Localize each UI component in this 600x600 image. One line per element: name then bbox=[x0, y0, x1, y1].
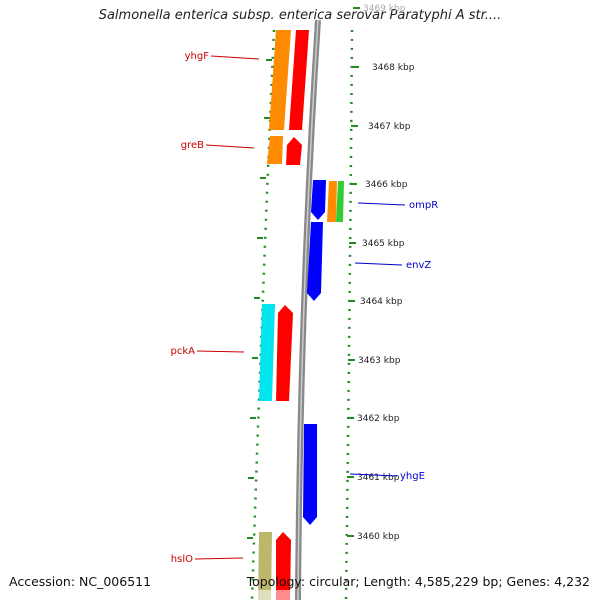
tick-label: 3465 kbp bbox=[362, 239, 405, 249]
gene-label-envZ: envZ bbox=[406, 260, 431, 271]
gene-ompR bbox=[311, 180, 326, 220]
gene-label-ompR: ompR bbox=[409, 200, 438, 211]
left-tick-marks bbox=[247, 59, 272, 539]
gene-label-yhgF: yhgF bbox=[185, 51, 210, 62]
gene-greB-cog bbox=[267, 136, 283, 164]
gene-hslO-fade bbox=[255, 590, 295, 600]
leader-yhgF bbox=[210, 55, 260, 60]
leader-pckA bbox=[196, 350, 245, 353]
leader-envZ bbox=[354, 262, 403, 266]
gene-greB bbox=[286, 137, 302, 165]
tick-labels: 3469 kbp 3468 kbp 3467 kbp 3466 kbp 3465… bbox=[357, 4, 415, 542]
gene-yhgE bbox=[303, 424, 317, 525]
leader-hslO bbox=[194, 557, 244, 560]
organism-title: Salmonella enterica subsp. enterica sero… bbox=[98, 8, 502, 23]
right-tick-marks bbox=[347, 7, 360, 537]
tick-label: 3468 kbp bbox=[372, 63, 415, 73]
forward-strand-features bbox=[303, 180, 344, 525]
accession-text: Accession: NC_006511 bbox=[9, 574, 152, 589]
tick-label: 3460 kbp bbox=[357, 532, 400, 542]
leader-greB bbox=[205, 144, 255, 149]
tick-label: 3469 kbp bbox=[363, 4, 406, 14]
tick-label: 3461 kbp bbox=[357, 473, 400, 483]
gene-label-yhgE: yhgE bbox=[400, 471, 425, 482]
gene-labels: yhgF greB pckA hslO ompR envZ yhgE bbox=[171, 51, 439, 565]
gene-label-hslO: hslO bbox=[171, 554, 193, 565]
tick-label: 3464 kbp bbox=[360, 297, 403, 307]
gene-yhgF bbox=[289, 30, 309, 130]
topology-text: Topology: circular; Length: 4,585,229 bp… bbox=[246, 574, 590, 589]
gene-hslO-cog bbox=[258, 532, 272, 600]
gene-ompR-cog-orange bbox=[327, 181, 337, 222]
gene-envZ bbox=[307, 222, 323, 301]
tick-label: 3467 kbp bbox=[368, 122, 411, 132]
gene-yhgF-cog bbox=[269, 30, 291, 130]
tick-label: 3462 kbp bbox=[357, 414, 400, 424]
gene-label-pckA: pckA bbox=[171, 346, 196, 357]
gene-hslO bbox=[276, 532, 291, 600]
gene-label-greB: greB bbox=[181, 140, 204, 151]
label-leader-lines bbox=[194, 55, 406, 560]
leader-yhgE bbox=[349, 473, 398, 477]
gene-pckA-cog bbox=[259, 304, 275, 401]
leader-ompR bbox=[357, 202, 406, 206]
gene-pckA bbox=[276, 305, 293, 401]
outer-dotted-ruler bbox=[344, 29, 354, 600]
tick-label: 3466 kbp bbox=[365, 180, 408, 190]
reverse-strand-features bbox=[255, 30, 309, 600]
gene-ompR-cog-green bbox=[336, 181, 344, 222]
backbone-highlight bbox=[297, 19, 319, 600]
ruler-dots bbox=[250, 29, 354, 600]
tick-label: 3463 kbp bbox=[358, 356, 401, 366]
